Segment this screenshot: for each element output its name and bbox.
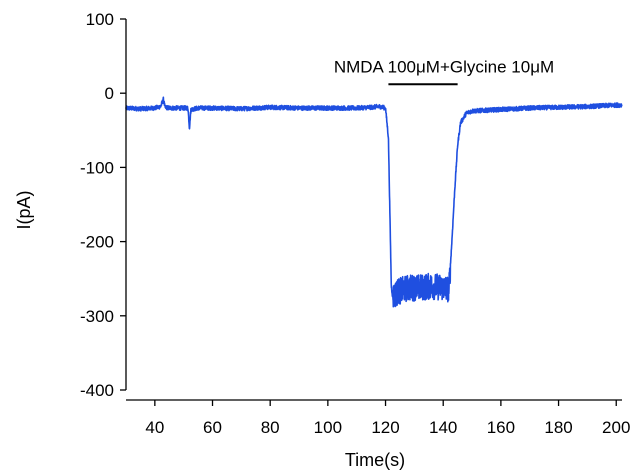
x-tick-label: 200 bbox=[602, 418, 630, 437]
y-tick-label: -100 bbox=[80, 158, 114, 177]
x-tick-label: 140 bbox=[429, 418, 457, 437]
x-tick-label: 180 bbox=[544, 418, 572, 437]
y-tick-label: 100 bbox=[86, 10, 114, 29]
y-axis-ticks: 100 0 -100 -200 -300 -400 bbox=[80, 10, 126, 400]
x-axis-ticks: 40 60 80 100 120 140 160 180 200 bbox=[145, 400, 630, 437]
y-tick-label: -300 bbox=[80, 307, 114, 326]
x-tick-label: 60 bbox=[203, 418, 222, 437]
y-tick-label: -200 bbox=[80, 233, 114, 252]
x-tick-label: 160 bbox=[487, 418, 515, 437]
current-trace bbox=[125, 96, 623, 308]
x-tick-label: 120 bbox=[371, 418, 399, 437]
y-axis-label: I(pA) bbox=[14, 190, 34, 229]
x-axis-label: Time(s) bbox=[345, 450, 405, 470]
x-tick-label: 40 bbox=[145, 418, 164, 437]
x-tick-label: 100 bbox=[314, 418, 342, 437]
y-tick-label: 0 bbox=[105, 84, 114, 103]
y-tick-label: -400 bbox=[80, 381, 114, 400]
plot-area bbox=[125, 96, 623, 308]
x-tick-label: 80 bbox=[261, 418, 280, 437]
annotation-label: NMDA 100μM+Glycine 10μM bbox=[334, 57, 554, 76]
